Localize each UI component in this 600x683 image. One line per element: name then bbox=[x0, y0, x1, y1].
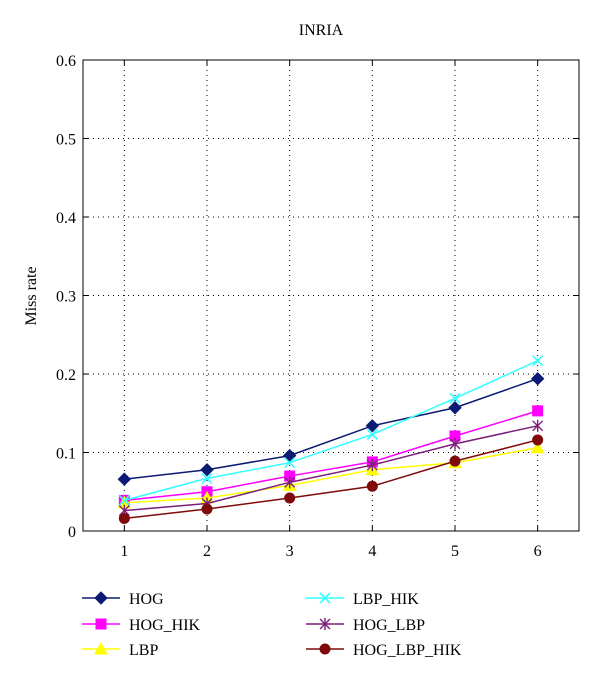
legend-label: HOG_LBP bbox=[353, 617, 425, 634]
data-point-hog-lbp-hik bbox=[201, 503, 213, 515]
data-point-hog-lbp bbox=[366, 459, 378, 472]
data-point-hog-lbp-hik bbox=[284, 492, 296, 504]
data-point-hog-lbp bbox=[449, 437, 461, 450]
y-tick-label: 0.3 bbox=[56, 289, 76, 306]
plot-area bbox=[82, 59, 580, 532]
data-point-hog-hik bbox=[532, 405, 544, 417]
legend-item-lbp-hik: LBP_HIK bbox=[306, 591, 419, 608]
grid bbox=[83, 60, 579, 531]
legend-label: HOG_HIK bbox=[129, 617, 201, 634]
data-point-hog bbox=[365, 419, 380, 433]
data-point-lbp-hik bbox=[532, 355, 544, 367]
y-tick-label: 0.4 bbox=[56, 210, 76, 227]
legend-item-hog: HOG bbox=[82, 591, 164, 608]
chart-title: INRIA bbox=[299, 22, 344, 39]
data-point-hog-lbp-hik bbox=[118, 512, 130, 524]
data-point-hog bbox=[282, 448, 297, 463]
series-lbp-hik bbox=[118, 355, 544, 506]
data-point-lbp-hik bbox=[118, 494, 130, 506]
data-point-hog bbox=[448, 401, 462, 415]
y-tick-label: 0.6 bbox=[56, 53, 76, 70]
legend-marker bbox=[94, 591, 108, 605]
legend-marker bbox=[319, 592, 331, 604]
x-tick-label: 6 bbox=[534, 543, 542, 560]
legend-marker bbox=[94, 641, 108, 655]
legend-label: LBP bbox=[129, 642, 158, 659]
data-point-hog-lbp-hik bbox=[532, 434, 544, 446]
y-axis-label: Miss rate bbox=[23, 266, 40, 325]
data-point-hog bbox=[200, 463, 214, 477]
series-line-hog-lbp bbox=[124, 425, 538, 512]
legend-marker bbox=[319, 618, 331, 630]
legend-marker bbox=[95, 618, 107, 630]
data-point-hog-lbp-hik bbox=[366, 480, 378, 492]
y-tick-label: 0.1 bbox=[56, 446, 76, 463]
legend-label: LBP_HIK bbox=[353, 591, 419, 608]
x-tick-label: 5 bbox=[451, 543, 459, 560]
data-point-lbp bbox=[530, 440, 545, 454]
data-point-lbp-hik bbox=[449, 392, 461, 404]
data-point-lbp-hik bbox=[284, 457, 296, 469]
data-point-hog-lbp bbox=[532, 419, 544, 432]
data-point-hog bbox=[530, 372, 545, 386]
legend-label: HOG bbox=[129, 591, 164, 608]
x-tick-label: 3 bbox=[286, 543, 294, 560]
x-tick-label: 4 bbox=[368, 543, 376, 560]
legend-marker bbox=[319, 643, 331, 655]
series-line-hog-lbp-hik bbox=[124, 439, 538, 520]
series-group bbox=[117, 355, 545, 524]
data-point-hog bbox=[117, 472, 132, 486]
y-tick-label: 0 bbox=[68, 524, 76, 541]
x-tick-label: 1 bbox=[120, 543, 128, 560]
data-point-hog-lbp-hik bbox=[449, 455, 461, 467]
series-hog bbox=[117, 372, 545, 486]
axis-ticks: 1 2 3 4 5 6 0 0.1 0.2 0.3 0.4 0.5 0.6 bbox=[56, 53, 579, 560]
legend-item-hog-lbp-hik: HOG_LBP_HIK bbox=[306, 642, 462, 659]
legend-item-lbp: LBP bbox=[82, 641, 158, 659]
series-line-lbp-hik bbox=[124, 359, 538, 502]
series-line-hog-hik bbox=[124, 410, 538, 502]
series-hog-lbp bbox=[118, 419, 544, 517]
series-lbp bbox=[117, 440, 545, 509]
data-point-lbp-hik bbox=[201, 472, 213, 484]
legend-item-hog-lbp: HOG_LBP bbox=[306, 617, 425, 634]
data-point-lbp-hik bbox=[366, 428, 378, 441]
legend-label: HOG_LBP_HIK bbox=[353, 642, 462, 659]
series-hog-lbp-hik bbox=[118, 434, 544, 524]
y-tick-label: 0.2 bbox=[56, 367, 76, 384]
legend: HOG HOG_HIK LBP LBP_HIK HOG_LBP HOG_LBP_HIK bbox=[82, 591, 462, 659]
series-line-hog bbox=[124, 378, 538, 480]
legend-item-hog-hik: HOG_HIK bbox=[82, 617, 201, 634]
x-tick-label: 2 bbox=[203, 543, 211, 560]
series-line-lbp bbox=[124, 447, 538, 504]
y-tick-label: 0.5 bbox=[56, 132, 76, 149]
data-point-hog-lbp bbox=[284, 476, 296, 489]
